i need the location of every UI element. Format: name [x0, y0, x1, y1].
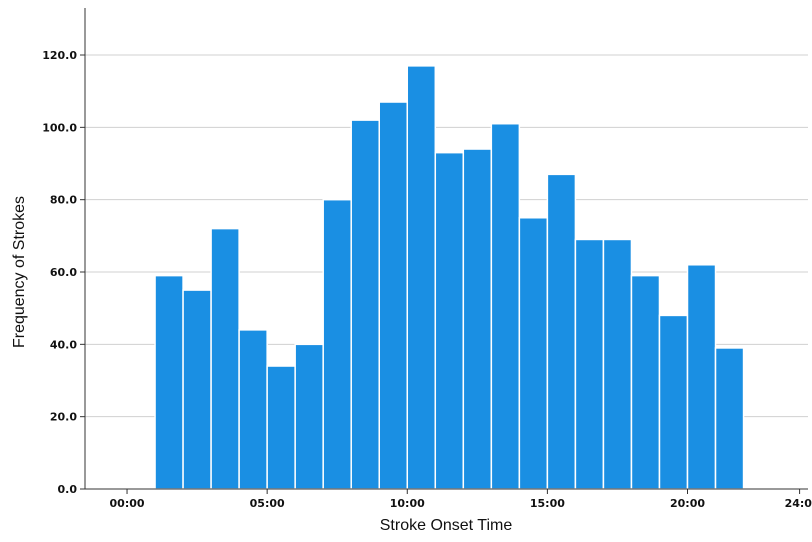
- bar: [602, 238, 633, 490]
- x-tick-label: 24:00: [785, 497, 812, 510]
- bar: [658, 314, 689, 490]
- x-tick-label: 05:00: [250, 497, 285, 510]
- x-tick-label: 20:00: [670, 497, 705, 510]
- bar: [294, 343, 324, 490]
- x-tick-label: 15:00: [530, 497, 565, 510]
- x-tick-labels: 00:00 05:00 10:00 15:00 20:00 24:00: [110, 497, 812, 510]
- bar: [406, 65, 437, 490]
- y-tick-label: 60.0: [50, 266, 77, 279]
- y-tick-labels: 0.0 20.0 40.0 60.0 80.0 100.0 120.0: [42, 49, 77, 496]
- y-tick-label: 0.0: [58, 483, 78, 496]
- y-tick-label: 40.0: [50, 338, 77, 351]
- y-tick-label: 80.0: [50, 194, 77, 207]
- bar: [238, 329, 268, 490]
- bar: [462, 148, 493, 490]
- bar: [434, 151, 465, 490]
- bar: [714, 347, 745, 490]
- bar: [378, 101, 409, 490]
- bar: [350, 119, 380, 490]
- bar: [546, 173, 577, 490]
- x-axis-title: Stroke Onset Time: [380, 517, 513, 534]
- x-tick-label: 00:00: [110, 497, 145, 510]
- bars: [154, 65, 745, 490]
- axes: [80, 8, 808, 494]
- y-tick-label: 100.0: [42, 121, 77, 134]
- y-axis-title: Frequency of Strokes: [11, 196, 28, 348]
- bar: [518, 217, 549, 490]
- bar: [686, 264, 717, 490]
- bar: [630, 274, 661, 490]
- bar: [266, 365, 296, 490]
- bar: [322, 198, 352, 490]
- y-tick-label: 120.0: [42, 49, 77, 62]
- bar: [490, 122, 521, 490]
- bar: [154, 274, 184, 490]
- bar: [182, 289, 212, 490]
- y-tick-label: 20.0: [50, 411, 77, 424]
- x-tick-label: 10:00: [390, 497, 425, 510]
- bar: [574, 238, 605, 490]
- bar: [210, 227, 240, 490]
